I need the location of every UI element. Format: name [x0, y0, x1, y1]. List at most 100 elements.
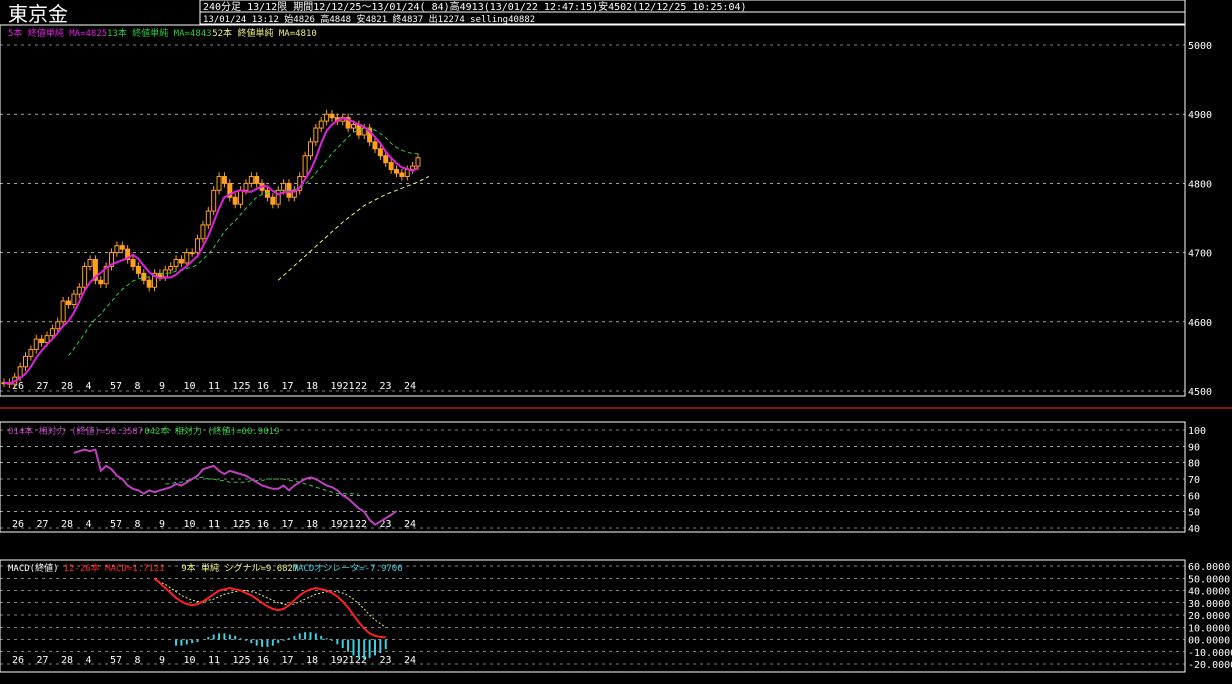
candle-body [248, 175, 254, 184]
candle-body [135, 265, 141, 274]
candle-body [243, 182, 249, 191]
legend-entry: MACD(終値) [8, 562, 59, 574]
x-tick-label: 27 [37, 381, 49, 392]
candle-body [103, 265, 109, 285]
x-tick-label: 28 [61, 381, 73, 392]
candle-body [350, 124, 356, 129]
candle-body [157, 272, 163, 278]
legend-entry: 52本 終値単純 MA=4810 [212, 27, 317, 39]
legend-entry: 5本 終値単純 MA=4825 [8, 27, 107, 39]
candle-body [60, 300, 66, 323]
price-y-tick: 4600 [1188, 318, 1212, 329]
x-tick-label: 27 [37, 519, 49, 530]
candle-body [415, 157, 421, 167]
page-title: 東京金 [8, 2, 68, 26]
candle-body [173, 259, 179, 267]
x-tick-label: 10 [184, 655, 196, 666]
x-tick-label: 24 [404, 519, 416, 530]
candle-body [92, 259, 98, 281]
candle-body [313, 127, 319, 143]
macd-y-tick: -20.0000 [1188, 660, 1232, 671]
macd-panel-frame [0, 559, 1186, 673]
x-tick-label: 27 [37, 655, 49, 666]
price-legend: 5本 終値単純 MA=4825 13本 終値単純 MA=4843 52本 終値単純 … [8, 27, 317, 39]
macd-y-tick: 30.0000 [1188, 599, 1230, 610]
header-ohlc-line: 13/01/24 13:12 始4826 高4848 安4821 終4837 出… [203, 13, 535, 25]
candle-body [49, 328, 55, 337]
price-y-tick: 4800 [1188, 179, 1212, 190]
x-tick-label: 22 [355, 655, 367, 666]
x-tick-label: 24 [404, 381, 416, 392]
macd-y-tick: 00.0000 [1188, 636, 1230, 647]
candle-body [184, 252, 190, 264]
candle-body [178, 259, 184, 264]
candlestick-series [1, 110, 421, 389]
legend-entry: 13本 終値単純 MA=4843 [107, 27, 212, 39]
legend-entry: 042本 相対力 (終値)=60.9019 [144, 425, 279, 437]
x-tick-label: 125 [233, 655, 251, 666]
ma52-line [277, 176, 430, 281]
candle-body [71, 293, 77, 305]
x-tick-label: 11 [208, 519, 220, 530]
x-tick-label: 57 [110, 519, 122, 530]
x-tick-label: 4 [86, 381, 92, 392]
legend-entry: 9本 単純 シグナル=9.6827 [181, 562, 298, 574]
rsi-y-tick: 40 [1188, 524, 1200, 535]
macd-y-tick: 50.0000 [1188, 574, 1230, 585]
candle-body [345, 117, 351, 129]
x-tick-label: 11 [208, 655, 220, 666]
price-y-tick: 4900 [1188, 110, 1212, 121]
candle-body [146, 279, 152, 288]
x-tick-label: 16 [257, 519, 269, 530]
price-panel-frame [0, 24, 1186, 397]
gridlines [0, 44, 1185, 665]
x-tick-label: 125 [233, 381, 251, 392]
x-tick-label: 4 [86, 655, 92, 666]
candle-body [152, 272, 158, 288]
header: 東京金 240分足 13/12限 期間12/12/25〜13/01/24( 84… [8, 0, 1186, 26]
x-tick-label: 1921 [331, 381, 355, 392]
candle-body [238, 189, 244, 205]
legend-entry: 12-26本 MACD=1.7121 [64, 562, 165, 574]
candle-body [211, 189, 217, 212]
x-tick-label: 18 [306, 381, 318, 392]
candle-body [23, 355, 29, 368]
x-tick-label: 28 [61, 655, 73, 666]
x-tick-label: 125 [233, 519, 251, 530]
rsi-y-tick: 70 [1188, 475, 1200, 486]
x-tick-label: 1921 [331, 519, 355, 530]
macd-y-tick: 60.0000 [1188, 562, 1230, 573]
x-tick-label: 57 [110, 655, 122, 666]
candle-body [324, 113, 330, 122]
macd-histogram [175, 632, 387, 660]
x-tick-label: 8 [135, 655, 141, 666]
candle-body [216, 175, 222, 191]
candle-body [87, 259, 93, 267]
rsi-y-tick: 50 [1188, 508, 1200, 519]
candle-body [404, 169, 410, 177]
candle-body [195, 238, 201, 254]
candle-body [372, 141, 378, 150]
rsi-y-tick: 80 [1188, 459, 1200, 470]
macd-line [153, 577, 386, 639]
y-axis-labels: 4500 4600 4700 4800 4900 5000 40 50 60 70 80 90 100 -… [1188, 41, 1232, 671]
candle-body [264, 189, 270, 198]
candle-body [109, 252, 115, 267]
candle-body [44, 335, 50, 344]
macd-y-tick: -10.0000 [1188, 648, 1232, 659]
x-tick-label: 18 [306, 655, 318, 666]
candle-body [55, 321, 61, 330]
candle-body [281, 182, 287, 191]
rsi-y-tick: 100 [1188, 426, 1206, 437]
candle-body [307, 141, 313, 157]
candle-body [82, 265, 88, 288]
x-tick-label: 23 [380, 519, 392, 530]
signal-line [154, 579, 387, 628]
candle-body [302, 155, 308, 177]
x-tick-label: 10 [184, 381, 196, 392]
rsi14-line [73, 448, 398, 526]
x-tick-label: 9 [159, 519, 165, 530]
candle-body [232, 196, 238, 205]
x-tick-label: 23 [380, 655, 392, 666]
